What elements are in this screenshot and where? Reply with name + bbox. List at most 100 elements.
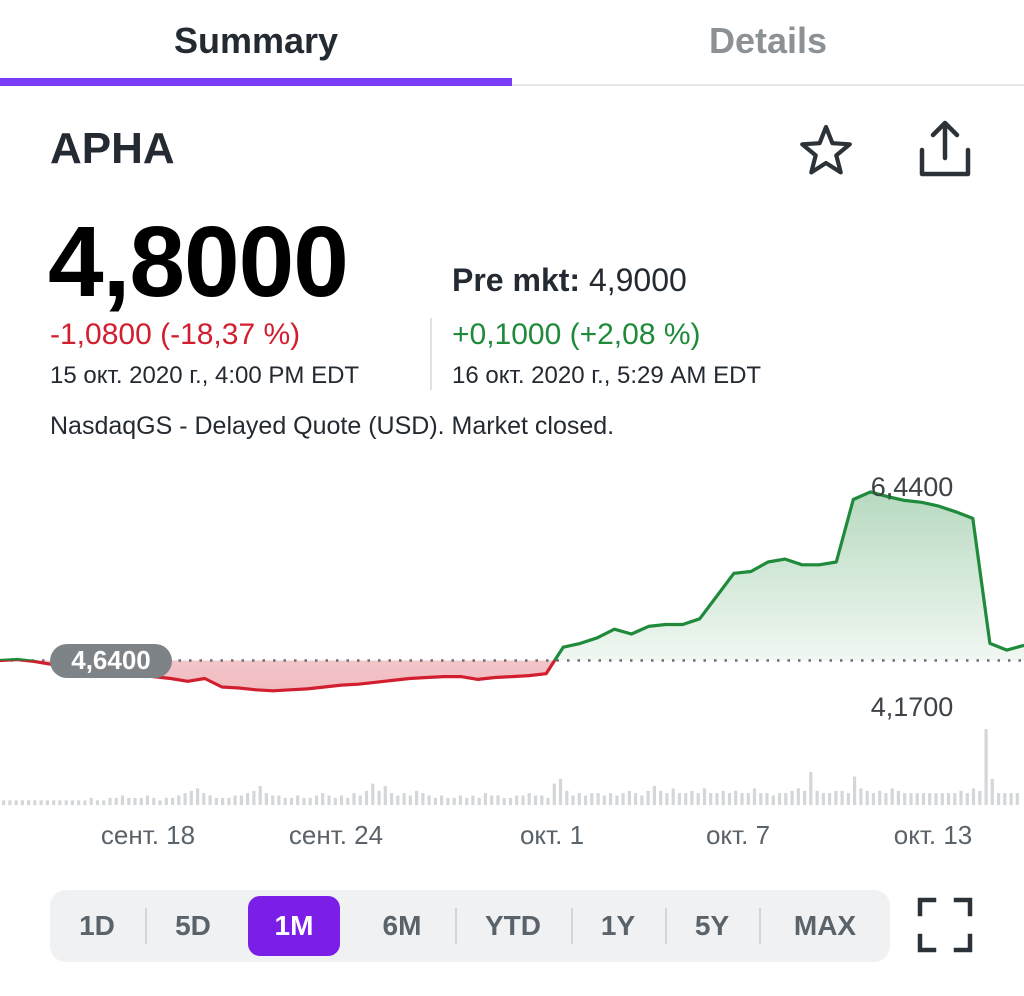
volume-bar (158, 800, 162, 806)
ticker-symbol: APHA (50, 124, 175, 173)
x-tick-label: окт. 7 (706, 820, 770, 850)
volume-bar (408, 795, 412, 805)
volume-bar (308, 797, 312, 805)
volume-bar (246, 793, 250, 805)
tab-details[interactable]: Details (708, 20, 828, 61)
volume-bar (828, 793, 832, 805)
volume-bar (853, 776, 857, 805)
volume-bar (440, 795, 444, 805)
volume-bar (120, 795, 125, 805)
volume-bar (133, 797, 137, 805)
range-5d[interactable]: 5D (175, 910, 211, 941)
volume-bar (508, 797, 513, 805)
volume-bar (558, 778, 563, 805)
previous-close-badge (50, 644, 172, 678)
volume-bar (83, 800, 87, 806)
volume-bar (377, 790, 381, 806)
volume-bar (364, 790, 369, 806)
price-area-positive (0, 491, 1024, 661)
volume-bar (721, 790, 725, 806)
volume-bar (928, 793, 932, 805)
volume-bar (615, 795, 619, 805)
volume-bar (921, 793, 926, 805)
volume-bar (233, 795, 237, 805)
volume-bar (327, 795, 331, 805)
volume-bar (390, 793, 394, 805)
volume-bar (865, 790, 869, 806)
range-selector: 1D 5D 1M 6M YTD 1Y 5Y MAX (50, 890, 890, 962)
watchlist-button[interactable] (796, 122, 856, 182)
volume-bar (715, 793, 719, 805)
volume-bar (446, 797, 450, 805)
volume-bar (665, 793, 669, 805)
share-icon (919, 120, 971, 177)
volume-bar (978, 790, 982, 806)
share-button[interactable] (912, 118, 978, 184)
volume-bar (289, 797, 294, 805)
volume-bar (990, 778, 994, 805)
volume-bar (734, 790, 738, 806)
volume-bar (496, 795, 500, 805)
volume-bar (609, 793, 613, 805)
volume-bar (552, 783, 556, 805)
volume-bar (684, 793, 688, 805)
volume-bar (402, 793, 406, 805)
premarket-label: Pre mkt: (452, 262, 581, 298)
volume-bar (415, 790, 419, 806)
volume-bar (959, 790, 963, 806)
volume-bar (778, 793, 782, 805)
range-6m[interactable]: 6M (382, 910, 422, 941)
volume-bar (14, 800, 18, 806)
range-5y[interactable]: 5Y (694, 910, 730, 941)
volume-bar (296, 795, 300, 805)
volume-bar (321, 793, 325, 805)
tab-summary[interactable]: Summary (173, 20, 339, 61)
star-icon (800, 124, 852, 175)
range-1d[interactable]: 1D (79, 910, 115, 941)
volume-bar (333, 797, 337, 805)
x-tick-label: сент. 18 (101, 820, 195, 850)
price-chart[interactable]: 4,6400 6,4400 4,1700 сент. 18 сент. 24 о… (0, 460, 1024, 860)
fullscreen-icon (917, 897, 973, 953)
volume-bar (878, 790, 882, 806)
volume-bar (1009, 793, 1013, 805)
volume-bar (659, 790, 663, 806)
volume-bar (396, 795, 400, 805)
volume-bar (746, 793, 750, 805)
volume-bar (803, 790, 807, 806)
volume-bar (227, 797, 231, 805)
volume-bar (214, 797, 218, 805)
volume-bar (634, 793, 638, 805)
range-max[interactable]: MAX (793, 910, 857, 941)
active-tab-indicator (0, 78, 512, 86)
volume-bar (821, 793, 825, 805)
volume-bar (189, 790, 193, 806)
volume-bar (352, 793, 356, 805)
range-ytd[interactable]: YTD (485, 910, 541, 941)
volume-bar (834, 790, 838, 806)
premarket-change: +0,1000 (+2,08 %) (452, 318, 701, 351)
close-timestamp: 15 окт. 2020 г., 4:00 PM EDT (50, 362, 360, 389)
volume-bar (652, 786, 656, 805)
range-1m[interactable]: 1M (248, 896, 340, 956)
premarket-price: 4,9000 (588, 262, 687, 298)
low-label: 4,1700 (871, 692, 954, 722)
volume-bar (127, 797, 131, 805)
volume-bar (283, 797, 287, 805)
volume-bar (627, 790, 631, 806)
volume-bar (997, 793, 1001, 805)
premarket-timestamp: 16 окт. 2020 г., 5:29 AM EDT (452, 362, 762, 389)
volume-bar (314, 795, 319, 805)
volume-bar (183, 793, 187, 805)
volume-bar (89, 797, 93, 805)
volume-bar (709, 793, 713, 805)
price-line-positive (0, 490, 1024, 661)
volume-bar (859, 788, 863, 805)
range-1y[interactable]: 1Y (600, 910, 636, 941)
volume-bar (471, 795, 475, 805)
volume-bar (571, 795, 575, 805)
volume-bar (452, 797, 456, 805)
range-divider (759, 908, 761, 944)
fullscreen-button[interactable] (916, 896, 974, 954)
volume-bar (790, 790, 794, 806)
